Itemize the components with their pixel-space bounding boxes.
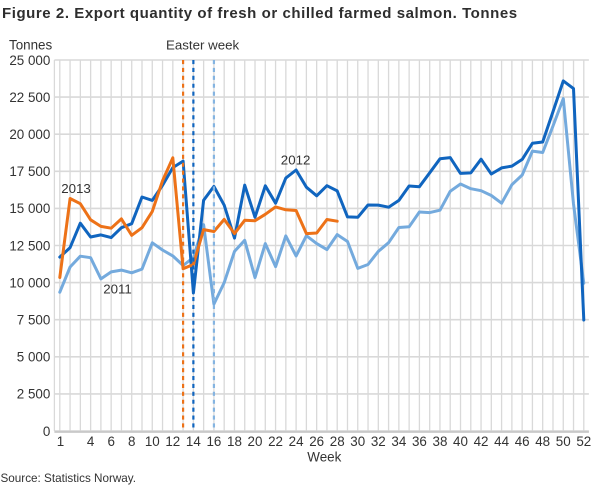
svg-text:14: 14: [186, 434, 201, 449]
svg-text:24: 24: [289, 434, 304, 449]
svg-text:0: 0: [43, 424, 50, 439]
svg-text:52: 52: [576, 434, 591, 449]
svg-text:Figure 2. Export quantity of f: Figure 2. Export quantity of fresh or ch…: [2, 5, 518, 22]
svg-text:4: 4: [87, 434, 95, 449]
svg-text:2013: 2013: [61, 181, 91, 196]
svg-text:Easter week: Easter week: [166, 38, 240, 53]
svg-text:36: 36: [412, 434, 427, 449]
svg-text:12: 12: [165, 434, 180, 449]
svg-text:10 000: 10 000: [9, 275, 50, 290]
svg-text:22: 22: [268, 434, 283, 449]
svg-text:15 000: 15 000: [9, 201, 50, 216]
svg-text:48: 48: [535, 434, 550, 449]
svg-text:7 500: 7 500: [17, 313, 51, 328]
svg-text:46: 46: [515, 434, 530, 449]
svg-text:40: 40: [453, 434, 468, 449]
svg-text:2012: 2012: [281, 152, 311, 167]
svg-text:2011: 2011: [103, 281, 132, 296]
svg-text:34: 34: [391, 434, 406, 449]
svg-text:Week: Week: [307, 450, 341, 465]
svg-text:20: 20: [248, 434, 263, 449]
svg-text:Source: Statistics Norway.: Source: Statistics Norway.: [1, 472, 137, 485]
svg-text:32: 32: [371, 434, 386, 449]
svg-text:18: 18: [227, 434, 242, 449]
svg-text:12 500: 12 500: [9, 238, 50, 253]
svg-text:Tonnes: Tonnes: [9, 38, 52, 53]
svg-text:1: 1: [57, 434, 64, 449]
svg-text:20 000: 20 000: [9, 127, 50, 142]
svg-text:30: 30: [350, 434, 365, 449]
svg-text:42: 42: [474, 434, 489, 449]
svg-text:16: 16: [206, 434, 221, 449]
svg-text:10: 10: [145, 434, 160, 449]
svg-text:28: 28: [330, 434, 345, 449]
svg-text:22 500: 22 500: [9, 90, 50, 105]
svg-text:5 000: 5 000: [17, 350, 51, 365]
svg-text:38: 38: [433, 434, 448, 449]
svg-text:6: 6: [107, 434, 114, 449]
svg-text:25 000: 25 000: [9, 53, 50, 68]
svg-text:8: 8: [128, 434, 135, 449]
svg-text:26: 26: [309, 434, 324, 449]
svg-text:17 500: 17 500: [9, 164, 50, 179]
svg-text:44: 44: [494, 434, 509, 449]
svg-text:50: 50: [556, 434, 571, 449]
svg-text:2 500: 2 500: [17, 387, 51, 402]
